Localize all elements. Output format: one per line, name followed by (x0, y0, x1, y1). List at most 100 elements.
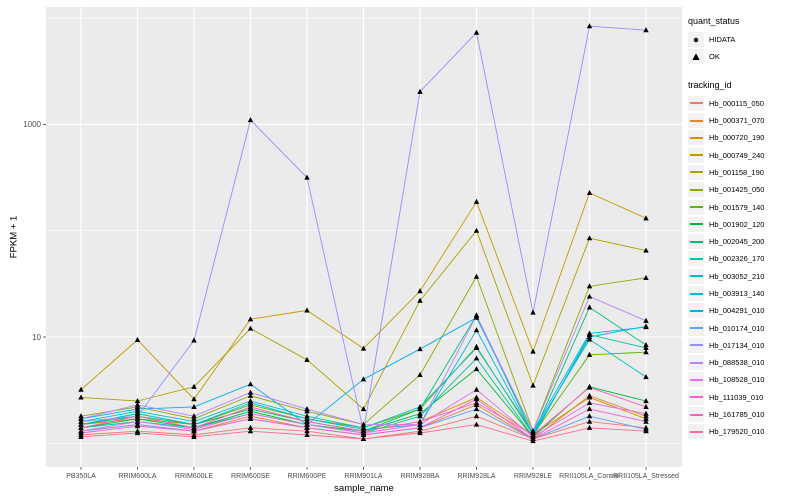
series-color-swatch (688, 372, 704, 388)
quant-status-item-label: HIDATA (709, 35, 736, 45)
tracking-id-item: Hb_000749_240 (688, 146, 798, 163)
point-marker-triangle (586, 330, 593, 336)
tracking-id-item-label: Hb_161785_010 (709, 410, 765, 420)
point-marker-triangle (304, 415, 310, 421)
point-marker-triangle (304, 406, 310, 412)
tracking-id-item-label: Hb_002045_200 (709, 237, 765, 247)
point-marker-triangle (417, 88, 423, 94)
series-color-swatch (688, 286, 704, 301)
tracking-id-item: Hb_004291_010 (688, 302, 798, 319)
point-marker-triangle (78, 394, 84, 400)
series-color-swatch (688, 355, 704, 371)
y-tick-label: 1000 (23, 120, 41, 129)
tracking-id-item-label: Hb_017134_010 (709, 340, 765, 350)
point-marker-triangle (643, 247, 649, 253)
tracking-id-item: Hb_003913_140 (688, 285, 798, 302)
point-marker-triangle (586, 384, 593, 390)
series-color-swatch (688, 303, 704, 319)
point-marker-triangle (304, 413, 310, 419)
point-marker-triangle (586, 351, 593, 357)
triangle-icon (688, 49, 704, 65)
point-marker-triangle (586, 406, 593, 412)
point-marker-triangle (304, 424, 310, 430)
tracking-id-item-label: Hb_111039_010 (709, 392, 764, 402)
point-marker-triangle (473, 406, 480, 412)
point-marker-triangle (134, 397, 141, 404)
point-marker-triangle (530, 428, 536, 434)
tracking-id-item-label: Hb_003052_210 (709, 271, 765, 281)
point-marker-triangle (247, 116, 254, 123)
series-color-swatch (688, 407, 704, 423)
x-tick-label: RRIM928LE (514, 473, 552, 480)
point-marker-triangle (417, 421, 423, 427)
circle-icon (688, 32, 704, 48)
point-marker-triangle (304, 421, 310, 427)
point-marker-triangle (191, 428, 197, 434)
point-marker-triangle (191, 418, 197, 424)
point-marker-triangle (360, 428, 367, 434)
point-marker-triangle (191, 424, 197, 430)
point-marker-triangle (473, 413, 480, 419)
series-color-swatch (688, 113, 704, 129)
point-marker-triangle (586, 283, 593, 289)
point-marker-triangle (360, 406, 367, 412)
point-marker-triangle (473, 227, 480, 233)
tracking-id-item-label: Hb_108528_010 (709, 375, 765, 385)
quant-status-item-label: OK (709, 52, 720, 62)
tracking-id-item: Hb_088538_010 (688, 354, 798, 371)
point-marker-triangle (643, 349, 649, 355)
tracking-id-item: Hb_001902_120 (688, 216, 798, 233)
point-marker-triangle (643, 397, 649, 404)
x-tick-label: RRII105LA_Control (559, 473, 620, 480)
point-marker-triangle (643, 27, 649, 33)
point-marker-triangle (247, 381, 254, 387)
quant-status-legend: quant_status HIDATA OK (688, 16, 798, 66)
x-tick-label: PB350LA (66, 473, 96, 480)
point-marker-triangle (530, 438, 536, 444)
point-marker-triangle (473, 273, 480, 279)
point-marker-triangle (247, 389, 254, 395)
tracking-id-item: Hb_161785_010 (688, 406, 798, 423)
series-color-swatch (688, 320, 704, 336)
point-marker-triangle (473, 421, 480, 427)
x-tick-label: RRIM600LE (175, 473, 213, 480)
point-marker-triangle (473, 29, 480, 35)
quant-status-item-hidata: HIDATA (688, 31, 798, 48)
tracking-id-item-label: Hb_000371_070 (709, 116, 765, 126)
tracking-id-item: Hb_000115_050 (688, 95, 798, 112)
quant-status-item-ok: OK (688, 48, 798, 65)
point-marker-triangle (247, 392, 254, 398)
tracking-id-legend-title: tracking_id (688, 79, 732, 90)
point-marker-triangle (78, 413, 84, 419)
series-color-swatch (688, 95, 704, 111)
point-marker-triangle (586, 424, 593, 430)
point-marker-triangle (586, 304, 593, 310)
x-tick-label: RRIM928LA (457, 473, 495, 480)
point-marker-triangle (586, 399, 593, 405)
point-marker-triangle (586, 293, 593, 299)
point-marker-triangle (360, 376, 367, 382)
tracking-id-item: Hb_002045_200 (688, 233, 798, 250)
point-marker-triangle (473, 327, 480, 333)
tracking-id-item-label: Hb_000115_050 (709, 98, 764, 108)
point-marker-triangle (247, 316, 254, 322)
series-color-swatch (688, 234, 704, 250)
point-marker-triangle (134, 415, 141, 421)
point-marker-triangle (643, 274, 649, 280)
point-marker-triangle (473, 386, 480, 392)
tracking-id-item-label: Hb_001579_140 (709, 202, 765, 212)
series-color-swatch (688, 199, 704, 215)
tracking-id-item-label: Hb_001902_120 (709, 219, 765, 229)
tracking-id-item-label: Hb_003913_140 (709, 289, 765, 298)
tracking-id-item-label: Hb_179520_010 (709, 427, 765, 437)
point-marker-triangle (304, 418, 310, 424)
tracking-id-item: Hb_000720_190 (688, 129, 798, 146)
point-marker-triangle (417, 429, 423, 436)
point-marker-triangle (586, 418, 593, 424)
point-marker-triangle (643, 410, 649, 416)
series-color-swatch (688, 268, 704, 284)
point-marker-triangle (247, 415, 254, 421)
tracking-id-item: Hb_001579_140 (688, 198, 798, 215)
point-marker-triangle (134, 418, 141, 424)
